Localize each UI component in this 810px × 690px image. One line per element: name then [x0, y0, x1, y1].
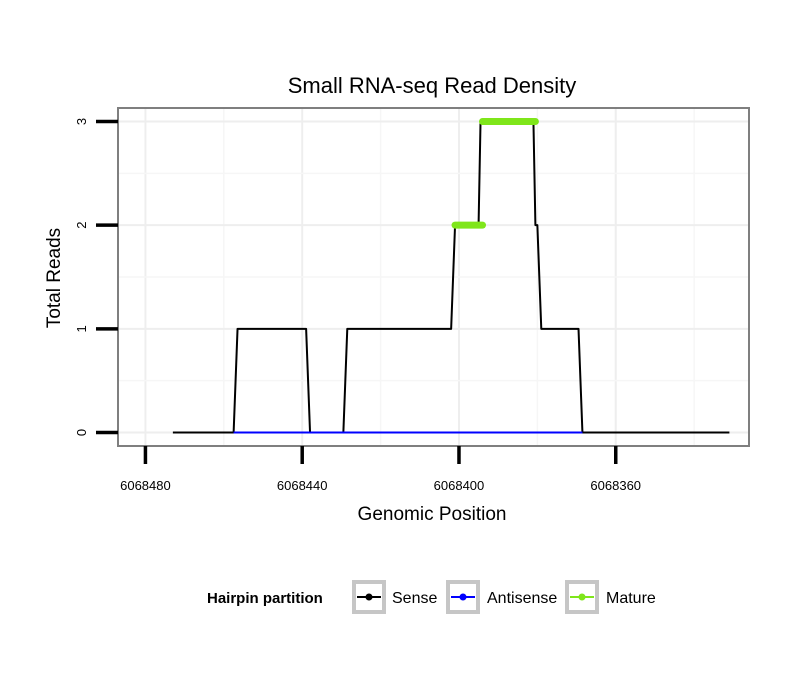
x-axis: 6068480 6068440 6068400 6068360 — [120, 446, 641, 493]
plot-border — [117, 107, 750, 447]
legend-label-sense: Sense — [392, 590, 437, 607]
x-tick-label: 6068400 — [434, 478, 485, 493]
legend-item-mature: Mature — [565, 580, 656, 614]
y-tick-label: 1 — [74, 325, 89, 332]
legend-point-sense — [365, 593, 373, 601]
legend-item-antisense: Antisense — [446, 580, 557, 614]
x-axis-label: Genomic Position — [358, 504, 507, 525]
legend-title: Hairpin partition — [207, 590, 323, 607]
y-tick-label: 2 — [74, 222, 89, 229]
legend-point-antisense — [459, 593, 467, 601]
y-tick-label: 3 — [74, 118, 89, 125]
y-tick-label: 0 — [74, 429, 89, 436]
x-tick-label: 6068480 — [120, 478, 171, 493]
x-tick-label: 6068360 — [590, 478, 641, 493]
legend-label-antisense: Antisense — [487, 590, 557, 607]
legend-point-mature — [578, 593, 586, 601]
legend-item-sense: Sense — [352, 580, 437, 614]
series-layer — [172, 117, 730, 434]
legend: Hairpin partition Sense Antisense Mature — [207, 580, 656, 614]
x-tick-label: 6068440 — [277, 478, 328, 493]
legend-label-mature: Mature — [606, 590, 656, 607]
chart-title: Small RNA-seq Read Density — [288, 73, 577, 98]
y-axis: 0 1 2 3 — [74, 118, 118, 436]
y-axis-label: Total Reads — [44, 228, 65, 328]
